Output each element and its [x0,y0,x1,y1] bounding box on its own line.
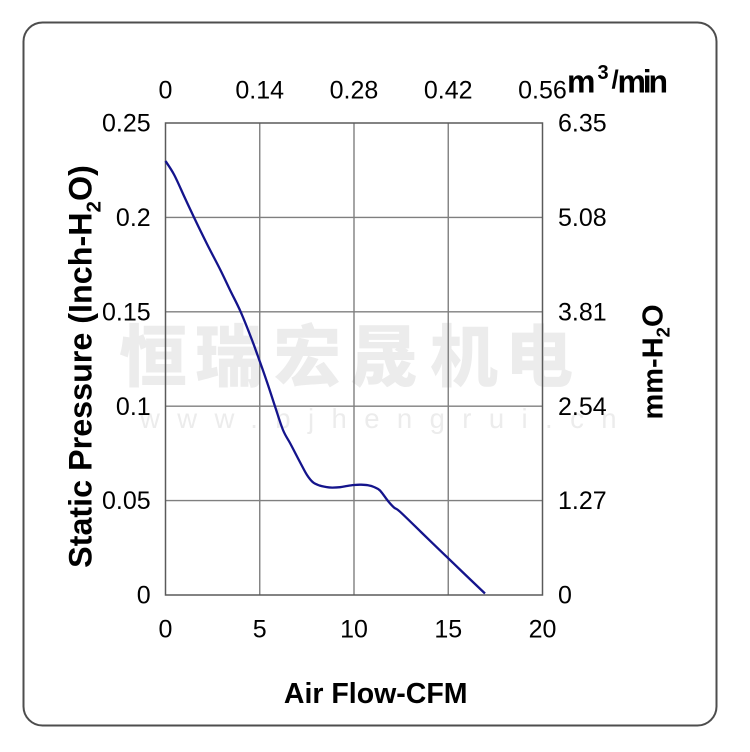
svg-text:20: 20 [529,616,557,644]
svg-text:15: 15 [434,616,462,644]
svg-text:Air Flow-CFM: Air Flow-CFM [284,678,468,710]
svg-text:min: min [618,64,667,100]
svg-text:0.05: 0.05 [102,487,151,515]
svg-text:6.35: 6.35 [558,110,607,138]
svg-text:0.42: 0.42 [424,77,473,105]
svg-text:0.15: 0.15 [102,298,151,326]
svg-text:/: / [612,65,619,95]
svg-text:1.27: 1.27 [558,487,607,515]
svg-text:5.08: 5.08 [558,204,607,232]
svg-text:0.25: 0.25 [102,110,151,138]
svg-text:0: 0 [137,582,151,610]
svg-text:0: 0 [159,616,173,644]
svg-text:10: 10 [340,616,368,644]
svg-text:3.81: 3.81 [558,298,607,326]
svg-text:0: 0 [558,582,572,610]
svg-text:mm-H2O: mm-H2O [638,304,674,419]
svg-text:2.54: 2.54 [558,393,607,421]
svg-text:m: m [567,64,595,100]
svg-text:0.1: 0.1 [116,393,151,421]
svg-text:5: 5 [253,616,267,644]
svg-text:3: 3 [598,62,609,84]
svg-text:0: 0 [159,77,173,105]
svg-text:Static Pressure (Inch-H2O): Static Pressure (Inch-H2O) [63,165,106,568]
svg-text:0.28: 0.28 [330,77,379,105]
svg-text:0.56: 0.56 [518,77,567,105]
svg-text:www.bjhengrui.cn: www.bjhengrui.cn [139,403,634,434]
svg-text:0.2: 0.2 [116,204,151,232]
svg-text:0.14: 0.14 [235,77,284,105]
